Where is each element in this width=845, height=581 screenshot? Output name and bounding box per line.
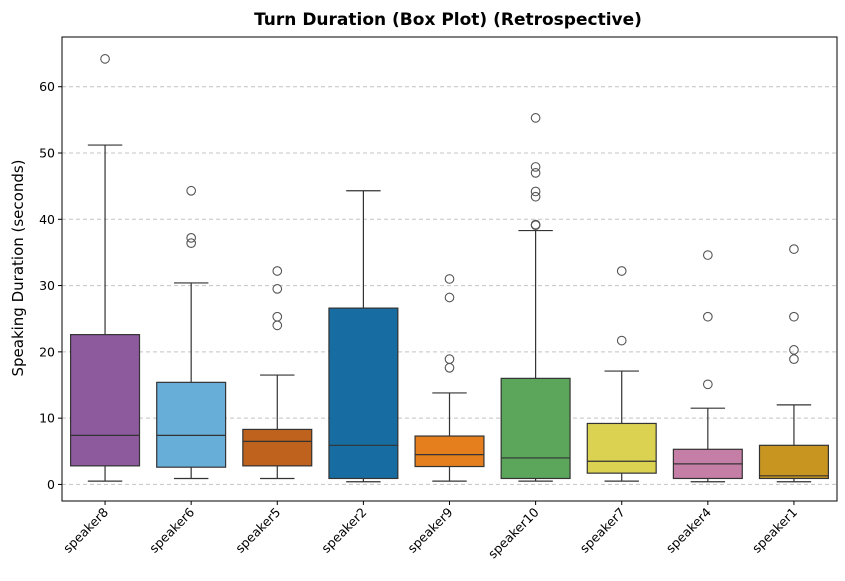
outlier-point: [272, 320, 283, 331]
x-tick-label-speaker7: speaker7: [577, 505, 628, 556]
outlier-point: [702, 379, 713, 390]
x-tick-label-speaker9: speaker9: [404, 504, 455, 555]
outlier-point: [530, 191, 541, 202]
outlier-point: [186, 232, 197, 243]
x-tick-label-speaker2: speaker2: [318, 505, 369, 556]
y-tick-label: 60: [39, 79, 55, 94]
outlier-point: [100, 54, 110, 64]
y-axis-ticks: 0 10 20 30 40 50 60: [39, 79, 62, 492]
outlier-point: [530, 219, 541, 230]
y-tick-label: 40: [39, 212, 55, 227]
outlier-point: [272, 311, 283, 322]
box-speaker9: [414, 274, 485, 482]
outlier-point: [789, 311, 799, 322]
outlier-point: [789, 244, 799, 254]
outlier-point: [272, 284, 283, 294]
box-iqr: [328, 307, 399, 480]
box-speaker10: [500, 113, 571, 482]
box-iqr: [586, 422, 657, 474]
x-tick-label-speaker4: speaker4: [663, 504, 714, 555]
box-speaker8: [70, 54, 141, 482]
outlier-point: [272, 266, 283, 276]
x-tick-label-speaker5: speaker5: [232, 505, 283, 556]
x-tick-label-speaker6: speaker6: [146, 504, 197, 555]
y-axis-label: Speaking Duration (seconds): [9, 159, 27, 376]
x-tick-label-speaker8: speaker8: [60, 504, 111, 555]
box-iqr: [758, 444, 829, 480]
plot-frame: [61, 36, 838, 502]
outlier-point: [186, 238, 197, 248]
y-tick-label: 10: [39, 411, 55, 426]
box-speaker5: [242, 266, 313, 480]
box-iqr: [242, 428, 313, 467]
outlier-point: [789, 345, 799, 355]
outlier-point: [702, 311, 713, 322]
outlier-point: [186, 185, 197, 196]
box-speaker4: [672, 250, 743, 483]
box-iqr: [70, 334, 141, 467]
outlier-point: [444, 354, 455, 364]
box-iqr: [500, 377, 571, 480]
chart-title: Turn Duration (Box Plot) (Retrospective): [254, 10, 642, 30]
outlier-point: [530, 162, 541, 172]
box-speaker7: [586, 266, 657, 482]
box-iqr: [414, 435, 485, 468]
box-speaker1: [758, 244, 829, 483]
box-iqr: [156, 381, 227, 468]
y-tick-label: 20: [39, 344, 55, 359]
outlier-point: [530, 168, 541, 178]
outlier-point: [444, 362, 455, 373]
box-speaker6: [156, 185, 227, 480]
boxes-group: [70, 54, 829, 483]
x-axis-ticks: speaker8 speaker6 speaker5 speaker2 speaker9…: [60, 501, 800, 561]
y-tick-label: 50: [39, 146, 55, 161]
outlier-point: [444, 274, 455, 284]
outlier-point: [444, 292, 455, 303]
outlier-point: [702, 250, 713, 260]
x-tick-label-speaker10: speaker10: [485, 504, 542, 561]
y-tick-label: 0: [47, 477, 55, 492]
outlier-point: [616, 335, 627, 346]
outlier-point: [789, 354, 799, 364]
x-tick-label-speaker1: speaker1: [749, 505, 800, 556]
outlier-point: [530, 113, 541, 123]
outlier-point: [616, 266, 627, 276]
outlier-point: [530, 186, 541, 197]
box-speaker2: [328, 190, 399, 483]
y-tick-label: 30: [39, 278, 55, 293]
